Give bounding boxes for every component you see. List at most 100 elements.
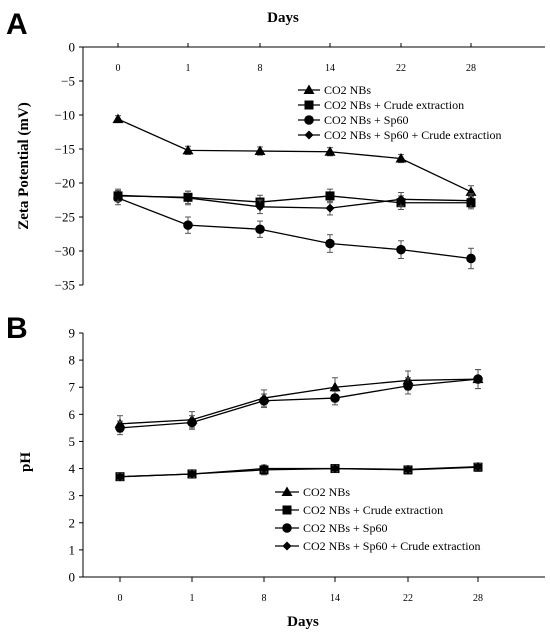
chart-0-x-tick-label: 22 — [396, 63, 406, 74]
chart-0-series-0 — [112, 113, 477, 199]
chart-1-y-tick-label: 5 — [69, 434, 76, 449]
panel-a-axes: 0 −5 −10 −15 −20 −25 −30 −35 0 1 8 14 22 28 — [55, 40, 545, 293]
chart-0-x-tick-label: 0 — [116, 63, 121, 74]
chart-1-series-3-point — [403, 464, 413, 474]
chart-0-legend-key-marker — [304, 130, 314, 140]
chart-0-series-0-point — [182, 144, 194, 155]
chart-1-x-tick-label: 1 — [190, 593, 195, 604]
chart-1-series-2-point — [330, 393, 340, 403]
panel-a-x-axis-title: Days — [267, 10, 299, 26]
chart-0-series-2-point — [183, 220, 193, 230]
chart-1-x-tick-label: 28 — [473, 593, 483, 604]
chart-1-legend-label: CO2 NBs — [303, 485, 350, 499]
chart-1-series-2-point — [403, 381, 413, 391]
chart-1-series-3-line — [119, 466, 479, 478]
chart-1-x-tick-label: 8 — [262, 593, 267, 604]
chart-1-y-tick-label: 0 — [69, 570, 76, 585]
chart-0-legend-item-0: CO2 NBs — [298, 83, 371, 97]
chart-1-y-tick-label: 4 — [69, 461, 76, 476]
chart-1-series-2-point — [259, 395, 269, 406]
panel-b-x-axis-title: Days — [287, 614, 319, 630]
chart-1-legend-item-0: CO2 NBs — [275, 485, 350, 499]
chart-0-series-3-point — [396, 194, 406, 204]
chart-1-series-2-line — [119, 378, 479, 429]
chart-0-series-2-point — [466, 253, 476, 264]
chart-0-series-2-line — [117, 197, 472, 260]
chart-0-series-3-point — [255, 202, 265, 212]
chart-0-y-tick-label: −15 — [55, 142, 75, 157]
chart-1-series-2-point — [187, 417, 197, 428]
chart-1-series-2 — [115, 369, 483, 436]
chart-0-y-tick-label: −30 — [55, 244, 75, 259]
chart-1-legend-key-marker — [282, 505, 292, 515]
chart-0-x-tick-label: 14 — [325, 63, 335, 74]
chart-0-legend-item-1: CO2 NBs + Crude extraction — [298, 98, 464, 112]
chart-0-y-tick-label: −25 — [55, 210, 75, 225]
chart-0-legend-key-marker — [304, 115, 314, 125]
chart-0-series-3-point — [113, 190, 123, 200]
chart-0-legend-key-marker — [304, 100, 314, 110]
chart-0-series-0-line — [117, 118, 472, 193]
chart-1-legend-label: CO2 NBs + Crude extraction — [303, 503, 443, 517]
chart-1-legend-key-marker — [281, 486, 293, 496]
chart-1-legend-item-3: CO2 NBs + Sp60 + Crude extraction — [275, 539, 481, 553]
chart-0-legend-key-marker — [303, 84, 315, 94]
chart-1-legend-item-2: CO2 NBs + Sp60 — [275, 521, 387, 535]
chart-0-series-3-point — [325, 203, 335, 213]
chart-1-series-3-point — [330, 464, 340, 474]
chart-0-series-3-point — [183, 193, 193, 203]
chart-0-x-tick-label: 28 — [466, 63, 476, 74]
chart-1-legend-label: CO2 NBs + Sp60 + Crude extraction — [303, 539, 481, 553]
chart-0-series-2-point — [325, 238, 335, 249]
chart-1-series-3-point — [473, 462, 483, 472]
chart-1-y-tick-label: 1 — [69, 542, 76, 557]
chart-0-legend-label: CO2 NBs + Sp60 — [324, 113, 408, 127]
chart-1-series-3-point — [259, 464, 269, 474]
chart-1-series-0-point — [329, 381, 341, 392]
chart-1-y-tick-label: 6 — [69, 407, 76, 422]
chart-1-series-1 — [115, 462, 483, 482]
panel-b-axes: 0 1 2 3 4 5 6 7 8 9 0 1 8 14 22 28 — [69, 326, 545, 604]
chart-1-series-3 — [115, 462, 483, 482]
chart-0-legend-label: CO2 NBs + Crude extraction — [324, 98, 464, 112]
chart-0-series-0-point — [254, 145, 266, 156]
chart-1-x-tick-label: 0 — [118, 593, 123, 604]
chart-0-y-tick-label: 0 — [69, 40, 76, 55]
chart-0-legend-item-2: CO2 NBs + Sp60 — [298, 113, 408, 127]
chart-1-legend-key-marker — [282, 541, 292, 551]
chart-1-series-2-point — [473, 374, 483, 384]
chart-1-legend-item-1: CO2 NBs + Crude extraction — [275, 503, 443, 517]
chart-0-y-tick-label: −35 — [55, 278, 75, 293]
panel-b-y-axis-title: pH — [18, 452, 34, 472]
chart-0-legend-item-3: CO2 NBs + Sp60 + Crude extraction — [298, 128, 502, 142]
chart-1-series-2-point — [115, 423, 125, 433]
panel-b-label: B — [6, 312, 28, 345]
chart-0-legend-label: CO2 NBs — [324, 83, 371, 97]
chart-0-series-2 — [113, 190, 476, 270]
chart-0-y-tick-label: −10 — [55, 108, 75, 123]
chart-0-series-0-point — [324, 146, 336, 156]
chart-1-y-tick-label: 2 — [69, 515, 76, 530]
chart-1-x-tick-label: 14 — [330, 593, 340, 604]
panel-b-legend: CO2 NBs CO2 NBs + Crude extraction CO2 NBs… — [275, 485, 481, 553]
chart-1-series-3-point — [187, 469, 197, 479]
chart-0-series-0-point — [112, 113, 124, 124]
chart-1-y-tick-label: 3 — [69, 488, 76, 503]
chart-0-y-tick-label: −20 — [55, 176, 75, 191]
chart-0-series-0-point — [395, 153, 407, 163]
panel-a-y-axis-title: Zeta Potential (mV) — [16, 102, 32, 229]
chart-1-y-tick-label: 8 — [69, 353, 76, 368]
chart-1-series-0 — [114, 369, 484, 433]
chart-1-y-tick-label: 9 — [69, 326, 76, 341]
chart-0-y-tick-label: −5 — [61, 74, 75, 89]
chart-0-series-3 — [113, 188, 476, 216]
chart-1-legend-label: CO2 NBs + Sp60 — [303, 521, 387, 535]
chart-0-series-2-point — [396, 244, 406, 255]
chart-0-series-3-line — [117, 194, 472, 209]
chart-1-legend-key-marker — [282, 523, 292, 533]
chart-0-series-2-point — [255, 224, 265, 235]
panel-b-series-group — [114, 369, 484, 482]
